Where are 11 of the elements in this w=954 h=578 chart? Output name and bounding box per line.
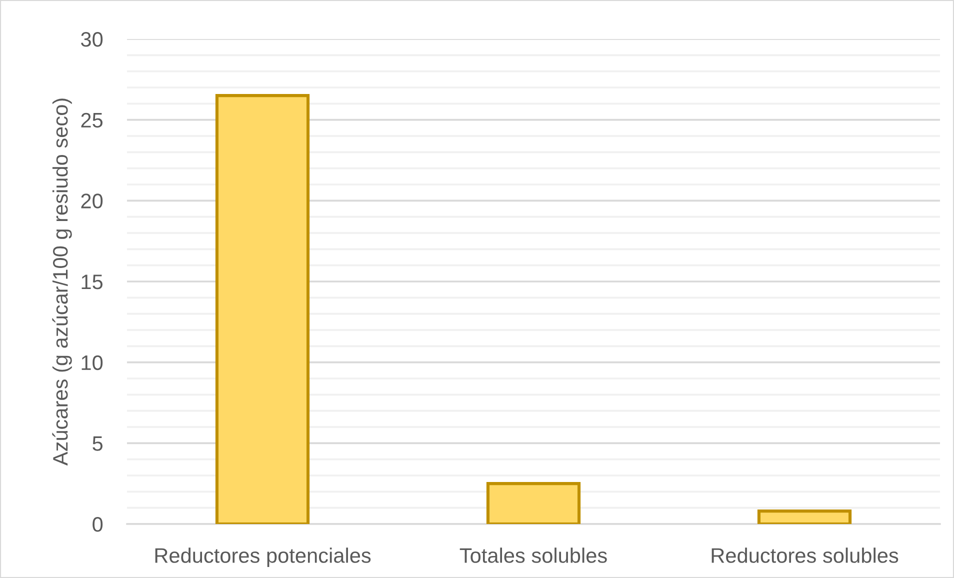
y-axis-title: Azúcares (g azúcar/100 g resiudo seco) — [52, 98, 72, 466]
y-tick-label: 5 — [92, 436, 103, 451]
y-tick-label: 25 — [81, 112, 103, 128]
y-tick-label: 20 — [81, 194, 103, 208]
x-tick-label: Totales solubles — [460, 548, 607, 563]
x-tick-label: Reductores solubles — [712, 548, 898, 563]
y-tick-label: 10 — [82, 355, 103, 370]
y-tick-label: 0 — [92, 517, 103, 532]
x-tick-label: Reductores potenciales — [155, 548, 371, 568]
y-tick-label: 30 — [81, 32, 103, 47]
y-tick-label: 15 — [82, 274, 103, 290]
